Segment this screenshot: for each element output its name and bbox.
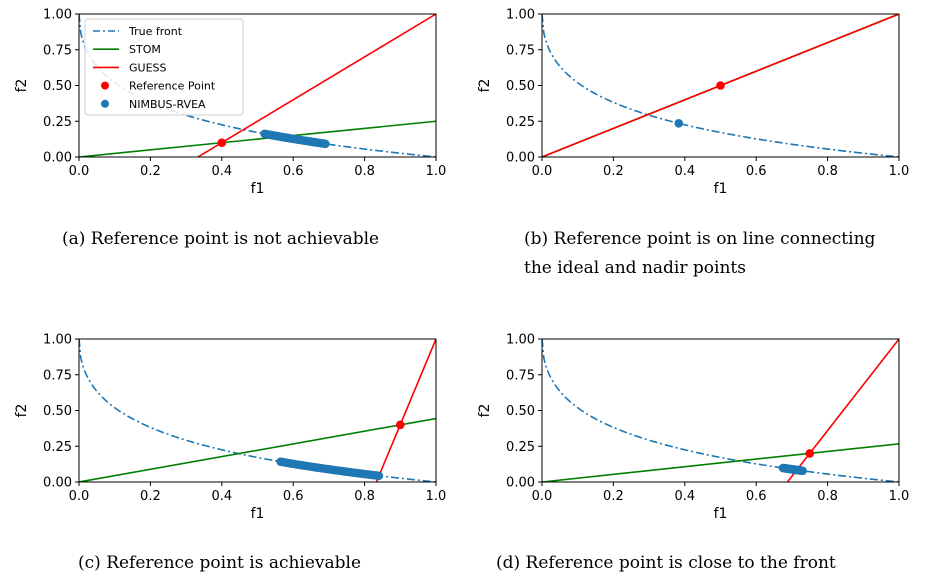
plot-area	[79, 14, 436, 157]
y-tick-label: 0.25	[506, 115, 535, 130]
chart-panel-a: 0.0 0.2 0.4 0.6 0.8 1.0 0.00 0.25 0.50 0.75 1.00 f1…	[0, 0, 463, 220]
chart-panel-b: 0.0 0.2 0.4 0.6 0.8 1.0 0.00 0.25 0.50 0.75 1.00 f1…	[463, 0, 926, 220]
y-tick-label: 0.00	[43, 476, 72, 491]
y-tick-label: 0.75	[506, 368, 535, 383]
x-tick-label: 0.2	[603, 489, 624, 504]
stom-line	[79, 120, 436, 157]
x-tick-label: 0.4	[211, 489, 232, 504]
x-tick-label: 0.2	[140, 489, 161, 504]
guess-line	[375, 339, 436, 482]
y-tick-label: 0.75	[506, 43, 535, 58]
y-tick-label: 0.25	[43, 115, 72, 130]
x-tick-label: 0.8	[354, 164, 375, 179]
y-tick-label: 0.50	[506, 404, 535, 419]
x-tick-label: 0.4	[674, 489, 695, 504]
x-tick-label: 0.6	[283, 164, 304, 179]
x-tick-label: 0.6	[283, 489, 304, 504]
caption-c: (c) Reference point is achievable	[78, 553, 362, 573]
legend-marker	[101, 81, 109, 90]
x-tick-label: 0.8	[354, 489, 375, 504]
reference-point	[396, 420, 405, 430]
caption-d: (d) Reference point is close to the fron…	[496, 553, 836, 573]
caption-b-line1: (b) Reference point is on line connectin…	[524, 229, 876, 249]
legend-marker	[101, 99, 109, 108]
chart-svg: 0.0 0.2 0.4 0.6 0.8 1.0 0.00 0.25 0.50 0.75 1.00 f1…	[477, 333, 910, 523]
y-tick-label: 0.25	[43, 440, 72, 455]
caption-b-line2: the ideal and nadir points	[524, 258, 746, 278]
y-tick-label: 0.50	[43, 404, 72, 419]
legend-label: NIMBUS-RVEA	[129, 98, 206, 111]
y-tick-label: 0.00	[506, 151, 535, 166]
y-tick-label: 0.25	[506, 440, 535, 455]
x-tick-label: 0.4	[211, 164, 232, 179]
y-axis-label: f2	[14, 404, 30, 418]
y-tick-label: 1.00	[43, 8, 72, 23]
stom-line	[542, 443, 899, 482]
x-tick-label: 1.0	[889, 489, 910, 504]
true-front-line	[79, 339, 436, 482]
x-axis-label: f1	[251, 506, 265, 522]
x-tick-label: 0.0	[69, 489, 90, 504]
x-tick-label: 1.0	[426, 164, 447, 179]
caption-a: (a) Reference point is not achievable	[62, 229, 380, 249]
chart-svg: 0.0 0.2 0.4 0.6 0.8 1.0 0.00 0.25 0.50 0.75 1.00 f1…	[14, 8, 447, 198]
legend-box	[84, 18, 244, 116]
x-tick-label: 0.0	[532, 489, 553, 504]
chart-svg: 0.0 0.2 0.4 0.6 0.8 1.0 0.00 0.25 0.50 0.75 1.00 f1…	[14, 333, 447, 523]
plot-area	[542, 14, 899, 157]
x-tick-label: 1.0	[889, 164, 910, 179]
chart-svg: 0.0 0.2 0.4 0.6 0.8 1.0 0.00 0.25 0.50 0.75 1.00 f1…	[477, 8, 910, 198]
nimbus-rvea-point	[798, 466, 807, 476]
legend-label: STOM	[129, 43, 161, 56]
plot-area	[79, 339, 436, 482]
stom-line	[79, 417, 436, 482]
y-axis-label: f2	[477, 404, 493, 418]
x-axis-label: f1	[714, 181, 728, 197]
x-tick-label: 0.8	[817, 489, 838, 504]
x-tick-label: 0.0	[69, 164, 90, 179]
nimbus-rvea-point	[374, 471, 384, 481]
axes-frame	[541, 338, 900, 483]
chart-panel-c: 0.0 0.2 0.4 0.6 0.8 1.0 0.00 0.25 0.50 0.75 1.00 f1…	[0, 325, 463, 545]
plot-area	[542, 339, 899, 482]
nimbus-rvea-point	[674, 119, 684, 128]
y-tick-label: 0.00	[43, 151, 72, 166]
x-tick-label: 0.0	[532, 164, 553, 179]
x-axis-label: f1	[714, 506, 728, 522]
y-tick-label: 0.50	[506, 79, 535, 94]
y-tick-label: 1.00	[506, 8, 535, 23]
reference-point	[805, 449, 815, 458]
x-tick-label: 1.0	[426, 489, 447, 504]
true-front-line	[542, 339, 899, 482]
y-tick-label: 1.00	[43, 333, 72, 348]
legend-label: True front	[128, 25, 183, 38]
y-tick-label: 0.50	[43, 79, 72, 94]
x-tick-label: 0.6	[746, 489, 767, 504]
true-front-line	[542, 14, 899, 157]
chart-panel-d: 0.0 0.2 0.4 0.6 0.8 1.0 0.00 0.25 0.50 0.75 1.00 f1…	[463, 325, 926, 545]
x-tick-label: 0.2	[140, 164, 161, 179]
x-tick-label: 0.4	[674, 164, 695, 179]
reference-point	[217, 138, 227, 147]
x-axis-label: f1	[251, 181, 265, 197]
x-tick-label: 0.6	[746, 164, 767, 179]
axes-frame	[78, 338, 437, 483]
reference-point	[716, 81, 725, 90]
legend-label: GUESS	[129, 61, 167, 74]
y-tick-label: 0.75	[43, 368, 72, 383]
nimbus-rvea-point	[321, 139, 330, 149]
guess-line	[786, 339, 899, 482]
x-tick-label: 0.8	[817, 164, 838, 179]
x-tick-label: 0.2	[603, 164, 624, 179]
y-tick-label: 0.00	[506, 476, 535, 491]
guess-line	[197, 14, 436, 157]
y-tick-label: 0.75	[43, 43, 72, 58]
y-tick-label: 1.00	[506, 333, 535, 348]
y-axis-label: f2	[14, 79, 30, 93]
y-axis-label: f2	[477, 79, 493, 93]
legend-label: Reference Point	[129, 80, 216, 93]
